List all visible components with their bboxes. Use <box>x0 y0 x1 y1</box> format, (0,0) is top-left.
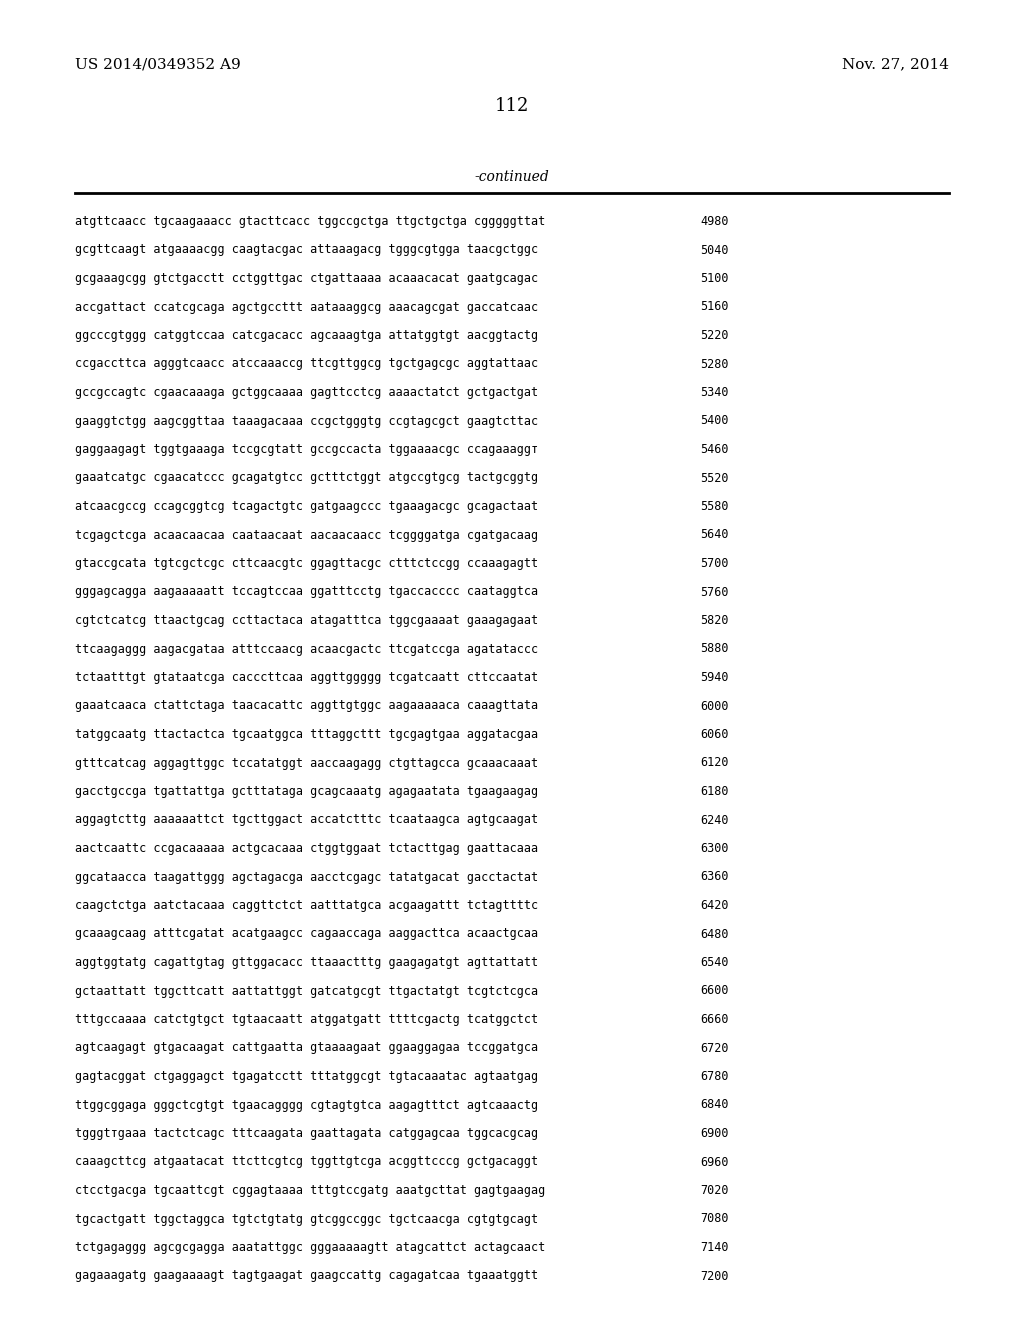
Text: 6540: 6540 <box>700 956 728 969</box>
Text: Nov. 27, 2014: Nov. 27, 2014 <box>842 57 949 71</box>
Text: 6420: 6420 <box>700 899 728 912</box>
Text: atcaacgccg ccagcggtcg tcagactgtc gatgaagccc tgaaagacgc gcagactaat: atcaacgccg ccagcggtcg tcagactgtc gatgaag… <box>75 500 539 513</box>
Text: 6120: 6120 <box>700 756 728 770</box>
Text: 6000: 6000 <box>700 700 728 713</box>
Text: gtttcatcag aggagttggc tccatatggt aaccaagagg ctgttagcca gcaaacaaat: gtttcatcag aggagttggc tccatatggt aaccaag… <box>75 756 539 770</box>
Text: 5100: 5100 <box>700 272 728 285</box>
Text: 6600: 6600 <box>700 985 728 998</box>
Text: 7140: 7140 <box>700 1241 728 1254</box>
Text: tgcactgatt tggctaggca tgtctgtatg gtcggccggc tgctcaacga cgtgtgcagt: tgcactgatt tggctaggca tgtctgtatg gtcggcc… <box>75 1213 539 1225</box>
Text: 6720: 6720 <box>700 1041 728 1055</box>
Text: cgtctcatcg ttaactgcag ccttactaca atagatttca tggcgaaaat gaaagagaat: cgtctcatcg ttaactgcag ccttactaca atagatt… <box>75 614 539 627</box>
Text: 6060: 6060 <box>700 729 728 741</box>
Text: 5820: 5820 <box>700 614 728 627</box>
Text: gacctgccga tgattattga gctttataga gcagcaaatg agagaatata tgaagaagag: gacctgccga tgattattga gctttataga gcagcaa… <box>75 785 539 799</box>
Text: agtcaagagt gtgacaagat cattgaatta gtaaaagaat ggaaggagaa tccggatgca: agtcaagagt gtgacaagat cattgaatta gtaaaag… <box>75 1041 539 1055</box>
Text: 5460: 5460 <box>700 444 728 455</box>
Text: gctaattatt tggcttcatt aattattggt gatcatgcgt ttgactatgt tcgtctcgca: gctaattatt tggcttcatt aattattggt gatcatg… <box>75 985 539 998</box>
Text: gagaaagatg gaagaaaagt tagtgaagat gaagccattg cagagatcaa tgaaatggtt: gagaaagatg gaagaaaagt tagtgaagat gaagcca… <box>75 1270 539 1283</box>
Text: 5340: 5340 <box>700 385 728 399</box>
Text: atgttcaacc tgcaagaaacc gtacttcacc tggccgctga ttgctgctga cgggggttat: atgttcaacc tgcaagaaacc gtacttcacc tggccg… <box>75 215 545 228</box>
Text: 5040: 5040 <box>700 243 728 256</box>
Text: ggcccgtggg catggtccaa catcgacacc agcaaagtga attatggtgt aacggtactg: ggcccgtggg catggtccaa catcgacacc agcaaag… <box>75 329 539 342</box>
Text: tctaatttgt gtataatcga cacccttcaa aggttggggg tcgatcaatt cttccaatat: tctaatttgt gtataatcga cacccttcaa aggttgg… <box>75 671 539 684</box>
Text: 6240: 6240 <box>700 813 728 826</box>
Text: 5400: 5400 <box>700 414 728 428</box>
Text: ttcaagaggg aagacgataa atttccaacg acaacgactc ttcgatccga agatataccc: ttcaagaggg aagacgataa atttccaacg acaacga… <box>75 643 539 656</box>
Text: gaggaagagt tggtgaaaga tccgcgtatt gccgccacta tggaaaacgc ccagaaaggт: gaggaagagt tggtgaaaga tccgcgtatt gccgcca… <box>75 444 539 455</box>
Text: ggcataacca taagattggg agctagacga aacctcgagc tatatgacat gacctactat: ggcataacca taagattggg agctagacga aacctcg… <box>75 870 539 883</box>
Text: 5760: 5760 <box>700 586 728 598</box>
Text: 5220: 5220 <box>700 329 728 342</box>
Text: 4980: 4980 <box>700 215 728 228</box>
Text: aggtggtatg cagattgtag gttggacacc ttaaactttg gaagagatgt agttattatt: aggtggtatg cagattgtag gttggacacc ttaaact… <box>75 956 539 969</box>
Text: 6960: 6960 <box>700 1155 728 1168</box>
Text: gcgttcaagt atgaaaacgg caagtacgac attaaagacg tgggcgtgga taacgctggc: gcgttcaagt atgaaaacgg caagtacgac attaaag… <box>75 243 539 256</box>
Text: 7200: 7200 <box>700 1270 728 1283</box>
Text: 6840: 6840 <box>700 1098 728 1111</box>
Text: 6360: 6360 <box>700 870 728 883</box>
Text: gcaaagcaag atttcgatat acatgaagcc cagaaccaga aaggacttca acaactgcaa: gcaaagcaag atttcgatat acatgaagcc cagaacc… <box>75 928 539 940</box>
Text: 6660: 6660 <box>700 1012 728 1026</box>
Text: 5580: 5580 <box>700 500 728 513</box>
Text: ccgaccttca agggtcaacc atccaaaccg ttcgttggcg tgctgagcgc aggtattaac: ccgaccttca agggtcaacc atccaaaccg ttcgttg… <box>75 358 539 371</box>
Text: gaaggtctgg aagcggttaa taaagacaaa ccgctgggtg ccgtagcgct gaagtcttac: gaaggtctgg aagcggttaa taaagacaaa ccgctgg… <box>75 414 539 428</box>
Text: gcgaaagcgg gtctgacctt cctggttgac ctgattaaaa acaaacacat gaatgcagac: gcgaaagcgg gtctgacctt cctggttgac ctgatta… <box>75 272 539 285</box>
Text: 7080: 7080 <box>700 1213 728 1225</box>
Text: 6900: 6900 <box>700 1127 728 1140</box>
Text: -continued: -continued <box>475 170 549 183</box>
Text: 5280: 5280 <box>700 358 728 371</box>
Text: aggagtcttg aaaaaattct tgcttggact accatctttc tcaataagca agtgcaagat: aggagtcttg aaaaaattct tgcttggact accatct… <box>75 813 539 826</box>
Text: US 2014/0349352 A9: US 2014/0349352 A9 <box>75 57 241 71</box>
Text: tatggcaatg ttactactca tgcaatggca tttaggcttt tgcgagtgaa aggatacgaa: tatggcaatg ttactactca tgcaatggca tttaggc… <box>75 729 539 741</box>
Text: gggagcagga aagaaaaatt tccagtccaa ggatttcctg tgaccacccc caataggtca: gggagcagga aagaaaaatt tccagtccaa ggatttc… <box>75 586 539 598</box>
Text: 5160: 5160 <box>700 301 728 314</box>
Text: 5700: 5700 <box>700 557 728 570</box>
Text: 5520: 5520 <box>700 471 728 484</box>
Text: 6300: 6300 <box>700 842 728 855</box>
Text: ttggcggaga gggctcgtgt tgaacagggg cgtagtgtca aagagtttct agtcaaactg: ttggcggaga gggctcgtgt tgaacagggg cgtagtg… <box>75 1098 539 1111</box>
Text: gaaatcaaca ctattctaga taacacattc aggttgtggc aagaaaaaca caaagttata: gaaatcaaca ctattctaga taacacattc aggttgt… <box>75 700 539 713</box>
Text: tgggtтgaaa tactctcagc tttcaagata gaattagata catggagcaa tggcacgcag: tgggtтgaaa tactctcagc tttcaagata gaattag… <box>75 1127 539 1140</box>
Text: 6780: 6780 <box>700 1071 728 1082</box>
Text: ctcctgacga tgcaattcgt cggagtaaaa tttgtccgatg aaatgcttat gagtgaagag: ctcctgacga tgcaattcgt cggagtaaaa tttgtcc… <box>75 1184 545 1197</box>
Text: caagctctga aatctacaaa caggttctct aatttatgca acgaagattt tctagttttc: caagctctga aatctacaaa caggttctct aatttat… <box>75 899 539 912</box>
Text: accgattact ccatcgcaga agctgccttt aataaaggcg aaacagcgat gaccatcaac: accgattact ccatcgcaga agctgccttt aataaag… <box>75 301 539 314</box>
Text: gagtacggat ctgaggagct tgagatcctt tttatggcgt tgtacaaatac agtaatgag: gagtacggat ctgaggagct tgagatcctt tttatgg… <box>75 1071 539 1082</box>
Text: 5880: 5880 <box>700 643 728 656</box>
Text: tctgagaggg agcgcgagga aaatattggc gggaaaaagtt atagcattct actagcaact: tctgagaggg agcgcgagga aaatattggc gggaaaa… <box>75 1241 545 1254</box>
Text: tcgagctcga acaacaacaa caataacaat aacaacaacc tcggggatga cgatgacaag: tcgagctcga acaacaacaa caataacaat aacaaca… <box>75 528 539 541</box>
Text: gaaatcatgc cgaacatccc gcagatgtcc gctttctggt atgccgtgcg tactgcggtg: gaaatcatgc cgaacatccc gcagatgtcc gctttct… <box>75 471 539 484</box>
Text: caaagcttcg atgaatacat ttcttcgtcg tggttgtcga acggttcccg gctgacaggt: caaagcttcg atgaatacat ttcttcgtcg tggttgt… <box>75 1155 539 1168</box>
Text: 112: 112 <box>495 96 529 115</box>
Text: 6480: 6480 <box>700 928 728 940</box>
Text: gccgccagtc cgaacaaaga gctggcaaaa gagttcctcg aaaactatct gctgactgat: gccgccagtc cgaacaaaga gctggcaaaa gagttcc… <box>75 385 539 399</box>
Text: tttgccaaaa catctgtgct tgtaacaatt atggatgatt ttttcgactg tcatggctct: tttgccaaaa catctgtgct tgtaacaatt atggatg… <box>75 1012 539 1026</box>
Text: gtaccgcata tgtcgctcgc cttcaacgtc ggagttacgc ctttctccgg ccaaagagtt: gtaccgcata tgtcgctcgc cttcaacgtc ggagtta… <box>75 557 539 570</box>
Text: aactcaattc ccgacaaaaa actgcacaaa ctggtggaat tctacttgag gaattacaaa: aactcaattc ccgacaaaaa actgcacaaa ctggtgg… <box>75 842 539 855</box>
Text: 6180: 6180 <box>700 785 728 799</box>
Text: 5640: 5640 <box>700 528 728 541</box>
Text: 7020: 7020 <box>700 1184 728 1197</box>
Text: 5940: 5940 <box>700 671 728 684</box>
